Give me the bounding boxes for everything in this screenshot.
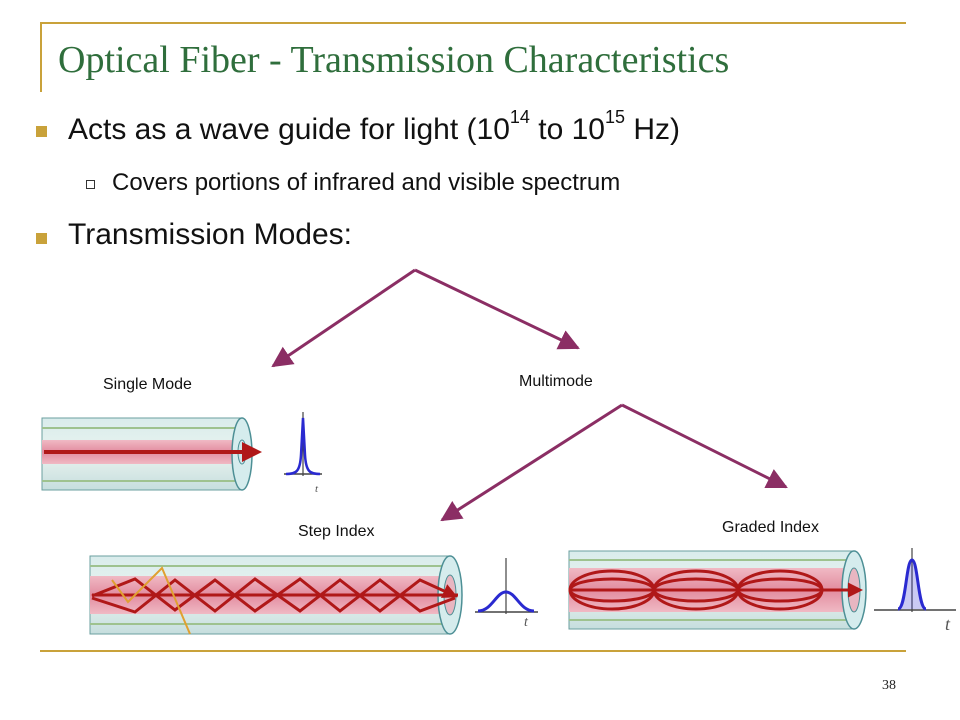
graded-index-label: Graded Index [722, 519, 819, 536]
graded-index-fiber-image [567, 547, 872, 631]
exponent-15: 15 [605, 107, 626, 127]
single-mode-label: Single Mode [103, 376, 192, 393]
single-mode-time-label: t [315, 483, 319, 495]
graded-index-time-label: t [945, 614, 951, 634]
exponent-14: 14 [509, 107, 530, 127]
mode-tree-arrows [271, 268, 788, 522]
graded-index-pulse [874, 548, 956, 612]
left-rule [40, 22, 42, 92]
arrow-to-multimode [414, 268, 580, 350]
step-index-label: Step Index [298, 523, 375, 540]
bottom-rule [40, 650, 906, 652]
single-mode-pulse [284, 412, 322, 476]
bullet-waveguide-text: Acts as a wave guide for light (10 [68, 113, 510, 146]
bullet-waveguide: Acts as a wave guide for light (1014 to … [68, 107, 681, 147]
bullet-waveguide-mid: to 10 [529, 113, 605, 146]
sub-bullet-marker [86, 180, 95, 189]
arrow-to-graded-index [621, 403, 788, 489]
top-rule [40, 22, 906, 24]
step-index-fiber-image [88, 552, 468, 636]
arrow-to-single-mode [271, 268, 416, 368]
single-mode-fiber-image [40, 410, 270, 500]
bullet-marker [36, 126, 47, 137]
bullet-marker [36, 233, 47, 244]
sub-bullet-spectrum: Covers portions of infrared and visible … [112, 169, 621, 196]
step-index-pulse [475, 558, 538, 614]
step-index-time-label: t [524, 615, 529, 630]
bullet-transmission-modes: Transmission Modes: [68, 218, 352, 251]
slide-title: Optical Fiber - Transmission Characteris… [58, 39, 730, 81]
page-number: 38 [882, 678, 896, 693]
bullet-waveguide-end: Hz) [625, 113, 681, 146]
multimode-label: Multimode [519, 373, 593, 390]
arrow-to-step-index [440, 403, 623, 522]
